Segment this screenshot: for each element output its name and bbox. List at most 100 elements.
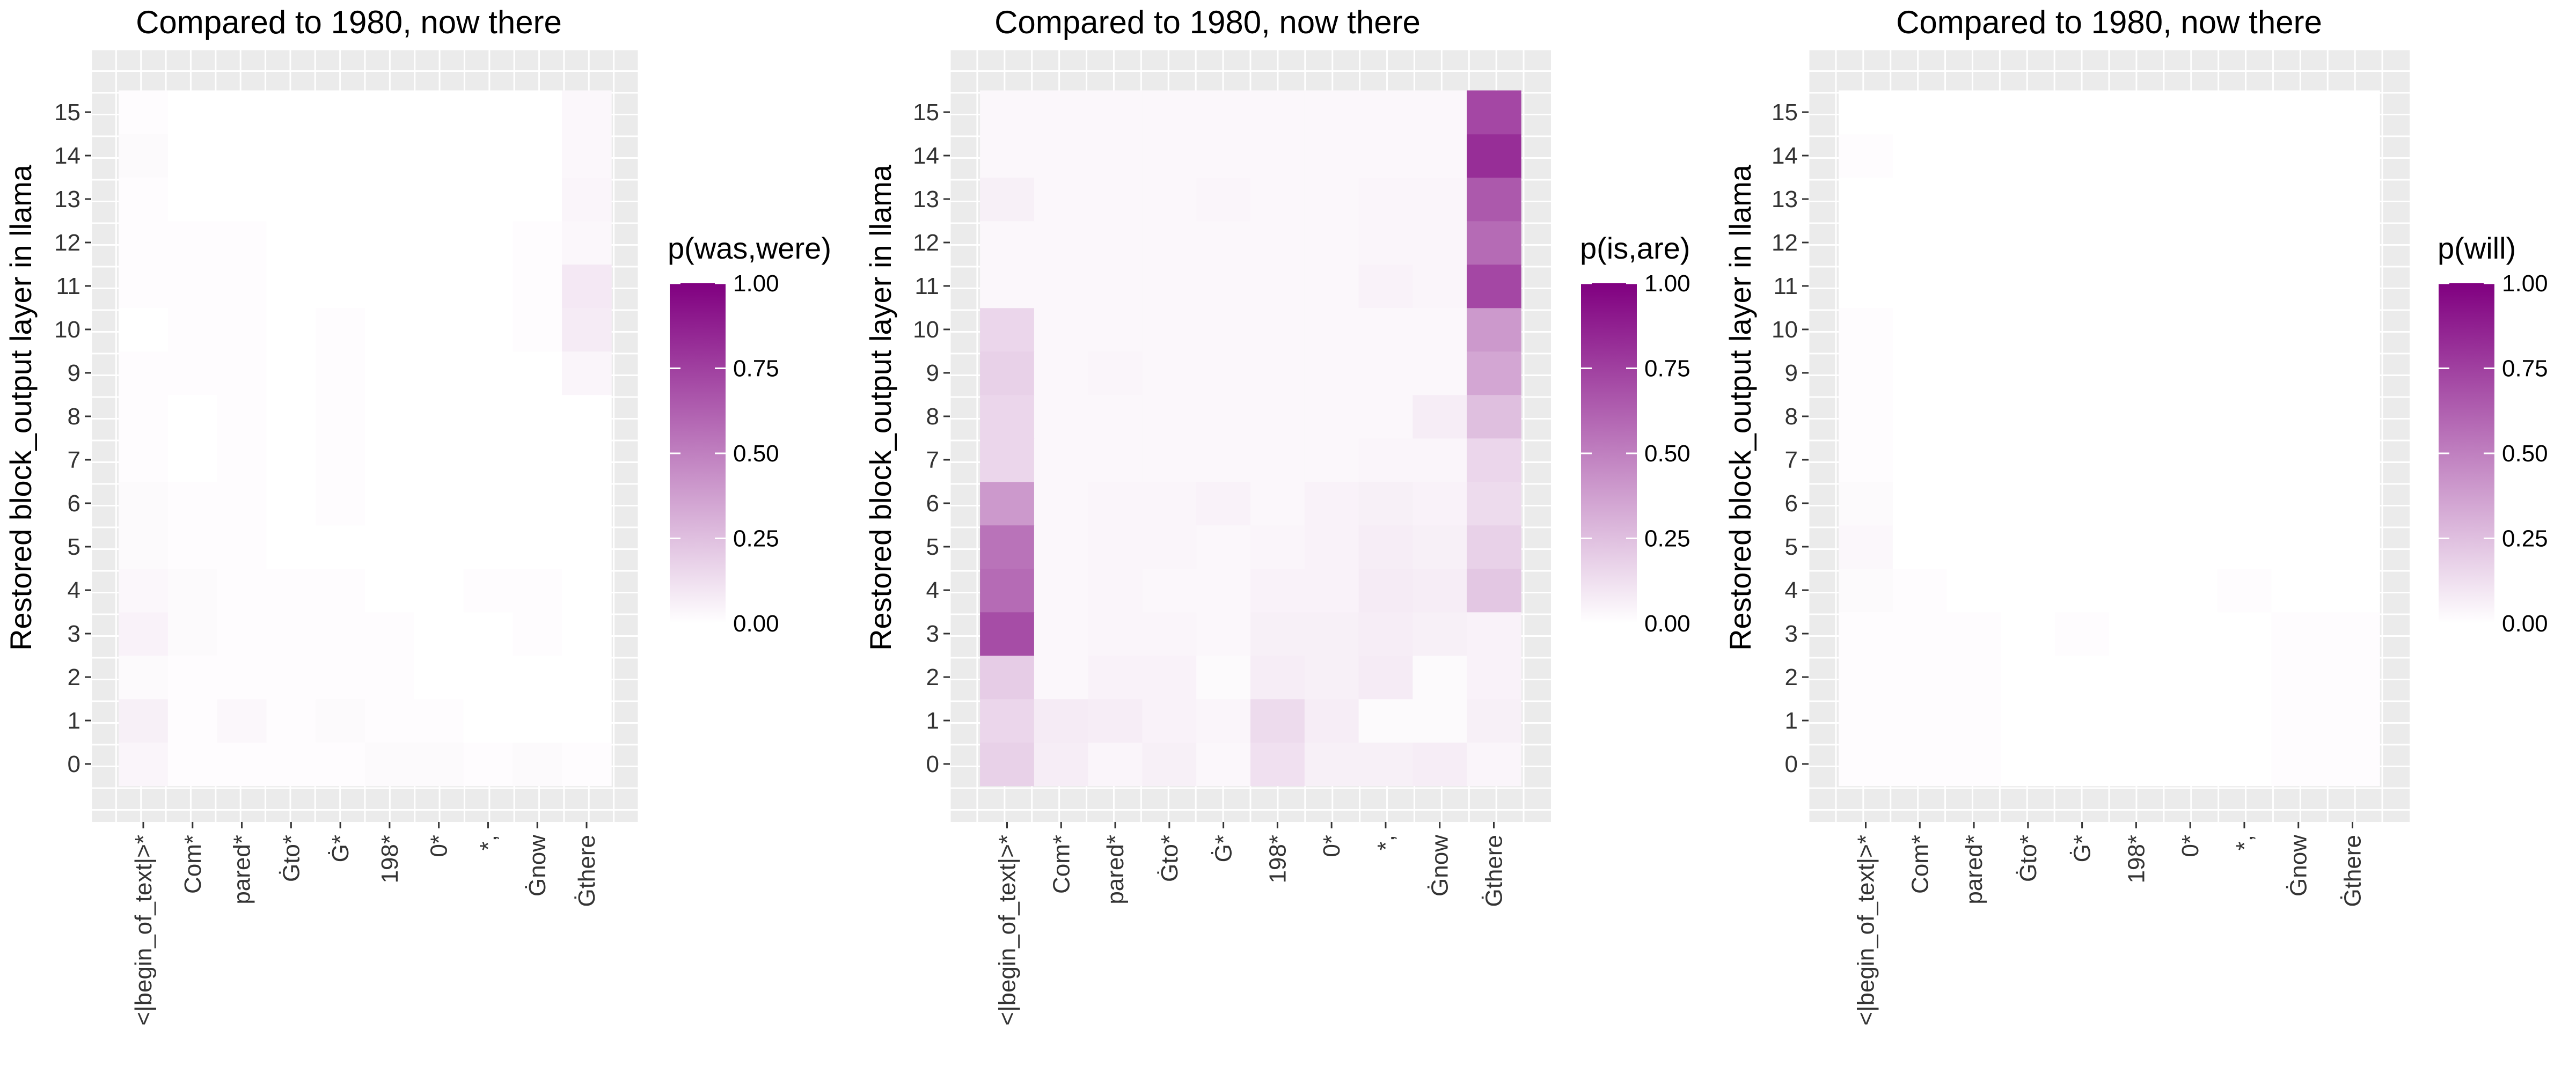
heatmap-cell: [1142, 221, 1197, 265]
heatmap-cell: [167, 438, 218, 482]
heatmap-cell: [365, 307, 415, 352]
heatmap-cell: [414, 221, 464, 265]
heatmap-cell: [119, 264, 169, 308]
heatmap-cell: [266, 742, 316, 787]
heatmap-cell: [2055, 481, 2110, 526]
heatmap-cell: [1250, 481, 1305, 526]
heatmap-cell: [266, 394, 316, 439]
heatmap-cell: [1892, 264, 1948, 308]
heatmap-cell: [1196, 438, 1251, 482]
heatmap-cell: [414, 742, 464, 787]
y-tick-label: 1: [1785, 708, 1798, 734]
heatmap-cell: [463, 264, 514, 308]
heatmap-cell: [2163, 90, 2218, 135]
y-tick-label: 15: [913, 99, 939, 126]
heatmap-cell: [365, 90, 415, 135]
heatmap-cell: [2055, 351, 2110, 395]
heatmap-cell: [1839, 351, 1893, 395]
heatmap-cell: [2325, 264, 2380, 308]
y-tick-label: 9: [926, 360, 939, 386]
heatmap-cell: [1196, 264, 1251, 308]
x-tick-label: Ġ*: [327, 835, 354, 862]
heatmap-cell: [513, 525, 562, 569]
y-tick-label: 11: [1773, 273, 1798, 299]
heatmap-cell: [2109, 177, 2164, 222]
heatmap-cell: [1250, 742, 1305, 787]
heatmap-cell: [316, 742, 365, 787]
heatmap-cell: [266, 699, 316, 743]
y-tick-label: 13: [913, 186, 939, 212]
heatmap-cell: [2271, 655, 2326, 700]
y-tick-label: 10: [1772, 317, 1798, 343]
heatmap-cell: [562, 568, 612, 613]
heatmap-cell: [1088, 221, 1143, 265]
x-tick-label: <|begin_of_text|>*: [1853, 835, 1879, 1026]
heatmap-cell: [1304, 655, 1359, 700]
heatmap-cell: [1250, 525, 1305, 569]
heatmap-cell: [414, 177, 464, 222]
heatmap-cell: [2055, 568, 2110, 613]
heatmap-cell: [266, 90, 316, 135]
heatmap-cell: [1196, 612, 1251, 656]
y-tick-label: 4: [926, 577, 939, 604]
heatmap-cell: [1088, 612, 1143, 656]
heatmap-cell: [1839, 264, 1893, 308]
heatmap-cell: [1196, 177, 1251, 222]
y-tick-label: 5: [68, 534, 80, 560]
heatmap-cell: [119, 221, 169, 265]
heatmap-cell: [1839, 90, 1893, 135]
heatmap-cell: [414, 264, 464, 308]
y-tick-label: 10: [54, 317, 80, 343]
heatmap-cell: [1358, 307, 1414, 352]
legend-tick-label: 0.25: [733, 526, 779, 552]
heatmap-cell: [2001, 742, 2055, 787]
heatmap-cell: [119, 177, 169, 222]
heatmap-cell: [2163, 655, 2218, 700]
heatmap-cell: [2217, 394, 2272, 439]
heatmap-cell: [1892, 307, 1948, 352]
x-tick-label: Ġ*: [2069, 835, 2096, 862]
heatmap-cell: [463, 177, 514, 222]
x-tick-label: <|begin_of_text|>*: [130, 835, 157, 1026]
heatmap-cell: [1304, 612, 1359, 656]
heatmap-cell: [1088, 177, 1143, 222]
heatmap-cell: [2163, 742, 2218, 787]
legend-tick-label: 1.00: [1644, 270, 1690, 297]
heatmap-cell: [1196, 351, 1251, 395]
heatmap-cell: [562, 612, 612, 656]
heatmap-cell: [1946, 438, 2002, 482]
heatmap-cell: [119, 134, 169, 178]
heatmap-cell: [1839, 699, 1893, 743]
heatmap-cell: [217, 394, 267, 439]
heatmap-cell: [119, 699, 169, 743]
heatmap-cell: [2325, 394, 2380, 439]
heatmap-cell: [167, 612, 218, 656]
heatmap-cell: [2109, 742, 2164, 787]
heatmap-cell: [980, 394, 1035, 439]
y-tick-label: 11: [914, 273, 939, 299]
heatmap-cell: [316, 221, 365, 265]
heatmap-cell: [1088, 699, 1143, 743]
y-tick-label: 7: [926, 447, 939, 473]
heatmap-cell: [1839, 655, 1893, 700]
heatmap-cell: [2163, 134, 2218, 178]
heatmap-cell: [119, 525, 169, 569]
heatmap-cell: [217, 351, 267, 395]
heatmap-cell: [2325, 655, 2380, 700]
heatmap-cell: [1088, 90, 1143, 135]
x-tick-label: Com*: [1907, 835, 1933, 894]
heatmap-cell: [316, 655, 365, 700]
y-tick-label: 6: [1785, 490, 1798, 517]
heatmap-cell: [217, 742, 267, 787]
y-tick-label: 0: [926, 751, 939, 777]
heatmap-cell: [414, 481, 464, 526]
heatmap-cell: [1088, 568, 1143, 613]
plot-area: 0123456789101112131415<|begin_of_text|>*…: [913, 48, 1551, 1026]
heatmap-cell: [1034, 481, 1089, 526]
heatmap-cell: [1892, 134, 1948, 178]
heatmap-cell: [1467, 307, 1521, 352]
heatmap-cell: [463, 307, 514, 352]
heatmap-cell: [1250, 394, 1305, 439]
heatmap-cell: [1467, 264, 1521, 308]
heatmap-cell: [217, 221, 267, 265]
